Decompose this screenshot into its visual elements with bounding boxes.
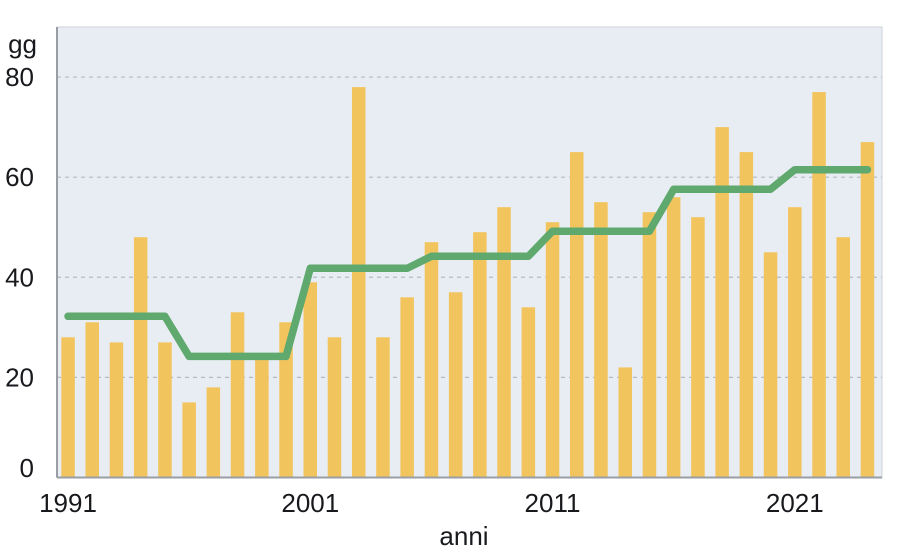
bar-2024 (860, 142, 875, 478)
plot-area (56, 26, 883, 478)
bar-1998 (230, 312, 245, 478)
bar-2019 (739, 152, 754, 478)
trend-line (64, 165, 872, 361)
bar-2005 (400, 297, 414, 478)
bar-2010 (521, 307, 536, 478)
bar-2008 (473, 232, 487, 478)
bar-2017 (691, 217, 705, 478)
x-axis-title: anni (439, 521, 489, 551)
y-tick-label-0: 0 (20, 453, 34, 483)
bar-1997 (206, 387, 221, 478)
x-tick-label-1991: 1991 (39, 488, 97, 518)
bar-2004 (376, 337, 390, 478)
bar-2015 (642, 212, 657, 478)
bar-2007 (448, 292, 463, 478)
bar-2003 (352, 87, 366, 478)
y-tick-label-60: 60 (5, 162, 34, 192)
y-tick-label-20: 20 (5, 362, 34, 392)
bar-2013 (594, 202, 608, 478)
bar-2009 (497, 207, 511, 478)
y-tick-label-40: 40 (5, 262, 34, 292)
x-tick-label-2021: 2021 (766, 488, 824, 518)
bar-2002 (327, 337, 342, 478)
bar-1995 (158, 342, 172, 478)
bar-2018 (715, 127, 729, 478)
bar-1992 (85, 322, 99, 478)
x-tick-label-2001: 2001 (281, 488, 339, 518)
bar-1996 (182, 402, 196, 478)
y-tick-label-80: 80 (5, 62, 34, 92)
bar-2022 (812, 92, 826, 478)
bar-1991 (61, 337, 75, 478)
x-tick-label-2011: 2011 (525, 488, 581, 518)
bar-1994 (133, 237, 148, 478)
bar-2014 (618, 367, 632, 478)
bar-2001 (303, 282, 317, 478)
bar-1999 (255, 357, 269, 478)
bar-2011 (545, 222, 560, 478)
y-axis-title: gg (8, 29, 37, 59)
bar-2016 (666, 197, 681, 478)
bar-2023 (836, 237, 850, 478)
bar-2012 (570, 152, 584, 478)
bar-2021 (788, 207, 802, 478)
bar-2000 (279, 322, 293, 478)
bar-2006 (424, 242, 439, 478)
bar-1993 (109, 342, 124, 478)
bar-2020 (763, 252, 778, 478)
